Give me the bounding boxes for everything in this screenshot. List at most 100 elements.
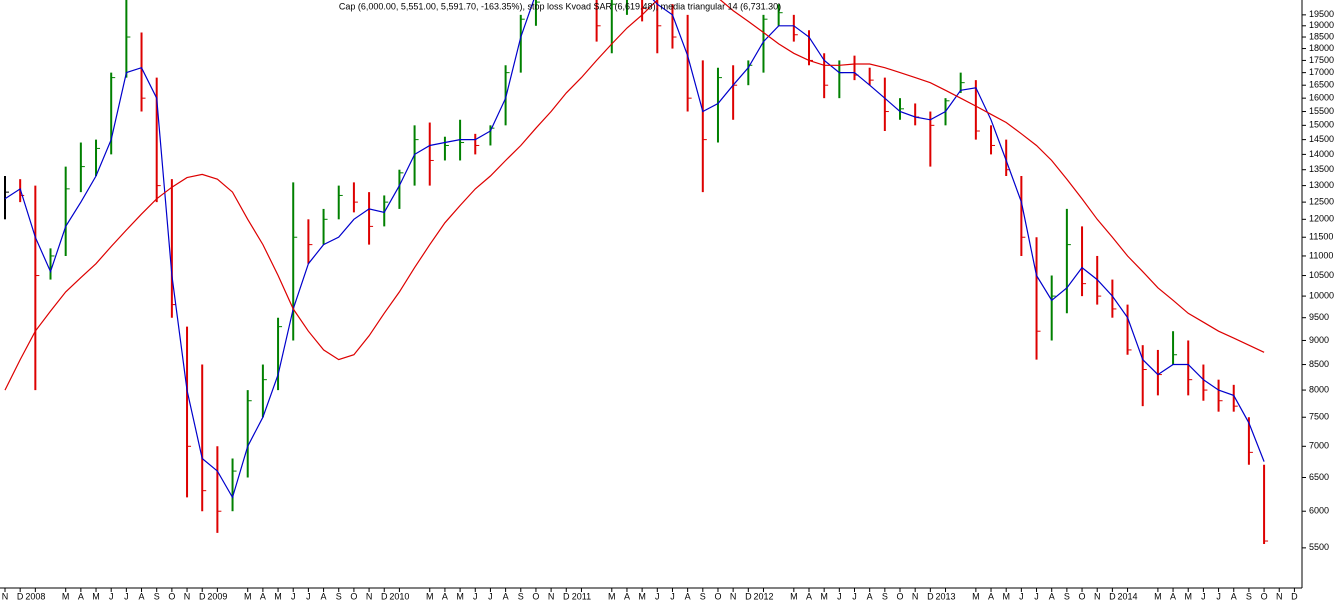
x-tick-label: M — [274, 591, 282, 601]
y-tick-label: 7000 — [1309, 441, 1329, 451]
x-tick-label: M — [1154, 591, 1162, 601]
x-tick-label: A — [1049, 591, 1055, 601]
x-tick-label: J — [655, 591, 660, 601]
y-tick-label: 9500 — [1309, 312, 1329, 322]
x-tick-label: O — [714, 591, 721, 601]
x-tick-label: N — [2, 591, 9, 601]
x-tick-label: N — [366, 591, 373, 601]
x-tick-label: 2008 — [25, 591, 45, 601]
y-tick-label: 18000 — [1309, 43, 1334, 53]
x-tick-label: S — [518, 591, 524, 601]
x-tick-label: J — [1019, 591, 1024, 601]
y-tick-label: 16000 — [1309, 93, 1334, 103]
y-tick-label: 19500 — [1309, 9, 1334, 19]
y-tick-label: 11000 — [1309, 250, 1333, 260]
x-tick-label: A — [260, 591, 266, 601]
x-tick-label: A — [321, 591, 327, 601]
x-tick-label: J — [1034, 591, 1039, 601]
x-tick-label: M — [62, 591, 70, 601]
x-tick-label: J — [837, 591, 842, 601]
x-tick-label: 2011 — [572, 591, 591, 601]
indicator-line — [4, 0, 1265, 391]
x-tick-label: J — [291, 591, 296, 601]
x-tick-label: A — [78, 591, 84, 601]
x-tick-label: N — [912, 591, 919, 601]
x-tick-label: M — [92, 591, 100, 601]
x-tick-label: O — [896, 591, 903, 601]
x-tick-label: D — [1109, 591, 1116, 601]
y-tick-label: 10500 — [1309, 270, 1334, 280]
x-tick-label: O — [532, 591, 539, 601]
x-tick-label: S — [336, 591, 342, 601]
x-tick-label: A — [1231, 591, 1237, 601]
x-tick-label: A — [442, 591, 448, 601]
x-tick-label: A — [867, 591, 873, 601]
x-tick-label: M — [1184, 591, 1192, 601]
x-tick-label: O — [1261, 591, 1268, 601]
x-tick-label: J — [306, 591, 311, 601]
x-tick-label: A — [139, 591, 145, 601]
x-tick-label: O — [1079, 591, 1086, 601]
y-tick-label: 6000 — [1309, 506, 1329, 516]
y-tick-label: 17500 — [1309, 55, 1334, 65]
y-tick-label: 13500 — [1309, 164, 1334, 174]
x-tick-label: M — [972, 591, 980, 601]
x-tick-label: J — [1216, 591, 1221, 601]
indicator-line — [4, 0, 1265, 499]
y-tick-label: 15500 — [1309, 106, 1334, 116]
x-tick-label: N — [730, 591, 737, 601]
plot-area — [4, 0, 1269, 545]
x-tick-label: S — [1246, 591, 1252, 601]
x-tick-label: M — [244, 591, 252, 601]
x-tick-label: N — [1094, 591, 1101, 601]
x-tick-label: 2014 — [1118, 591, 1138, 601]
y-tick-label: 16500 — [1309, 80, 1334, 90]
y-tick-label: 13000 — [1309, 180, 1334, 190]
y-tick-label: 14500 — [1309, 134, 1334, 144]
x-tick-label: M — [790, 591, 798, 601]
x-tick-label: 2009 — [207, 591, 227, 601]
x-tick-label: A — [503, 591, 509, 601]
y-tick-label: 7500 — [1309, 412, 1329, 422]
x-tick-label: J — [670, 591, 675, 601]
x-tick-label: S — [1064, 591, 1070, 601]
y-tick-label: 10000 — [1309, 290, 1334, 300]
x-tick-label: A — [685, 591, 691, 601]
x-tick-label: A — [806, 591, 812, 601]
x-tick-label: S — [882, 591, 888, 601]
x-tick-label: A — [624, 591, 630, 601]
x-tick-label: J — [1201, 591, 1206, 601]
x-tick-label: D — [927, 591, 934, 601]
x-tick-label: D — [563, 591, 570, 601]
x-tick-label: M — [820, 591, 828, 601]
y-tick-label: 15000 — [1309, 120, 1334, 130]
x-tick-label: N — [184, 591, 191, 601]
x-tick-label: 2010 — [389, 591, 409, 601]
y-tick-label: 12000 — [1309, 214, 1334, 224]
x-tick-label: N — [1276, 591, 1283, 601]
x-tick-label: O — [168, 591, 175, 601]
x-tick-label: J — [473, 591, 478, 601]
y-tick-label: 9000 — [1309, 335, 1329, 345]
x-tick-label: 2013 — [936, 591, 956, 601]
y-tick-label: 5500 — [1309, 542, 1329, 552]
x-tick-label: A — [1170, 591, 1176, 601]
x-tick-label: J — [852, 591, 857, 601]
x-tick-label: D — [1291, 591, 1298, 601]
chart-title: Cap (6,000.00, 5,551.00, 5,591.70, -163.… — [339, 1, 781, 11]
x-tick-label: J — [124, 591, 129, 601]
x-tick-label: O — [350, 591, 357, 601]
y-tick-label: 18500 — [1309, 31, 1334, 41]
x-tick-label: S — [700, 591, 706, 601]
y-tick-label: 19000 — [1309, 20, 1334, 30]
x-tick-label: D — [199, 591, 206, 601]
x-tick-label: N — [548, 591, 555, 601]
x-tick-label: 2012 — [753, 591, 773, 601]
x-tick-label: S — [154, 591, 160, 601]
y-tick-label: 17000 — [1309, 67, 1334, 77]
x-tick-label: J — [488, 591, 493, 601]
y-tick-label: 14000 — [1309, 149, 1334, 159]
x-tick-label: J — [109, 591, 114, 601]
x-tick-label: M — [638, 591, 646, 601]
